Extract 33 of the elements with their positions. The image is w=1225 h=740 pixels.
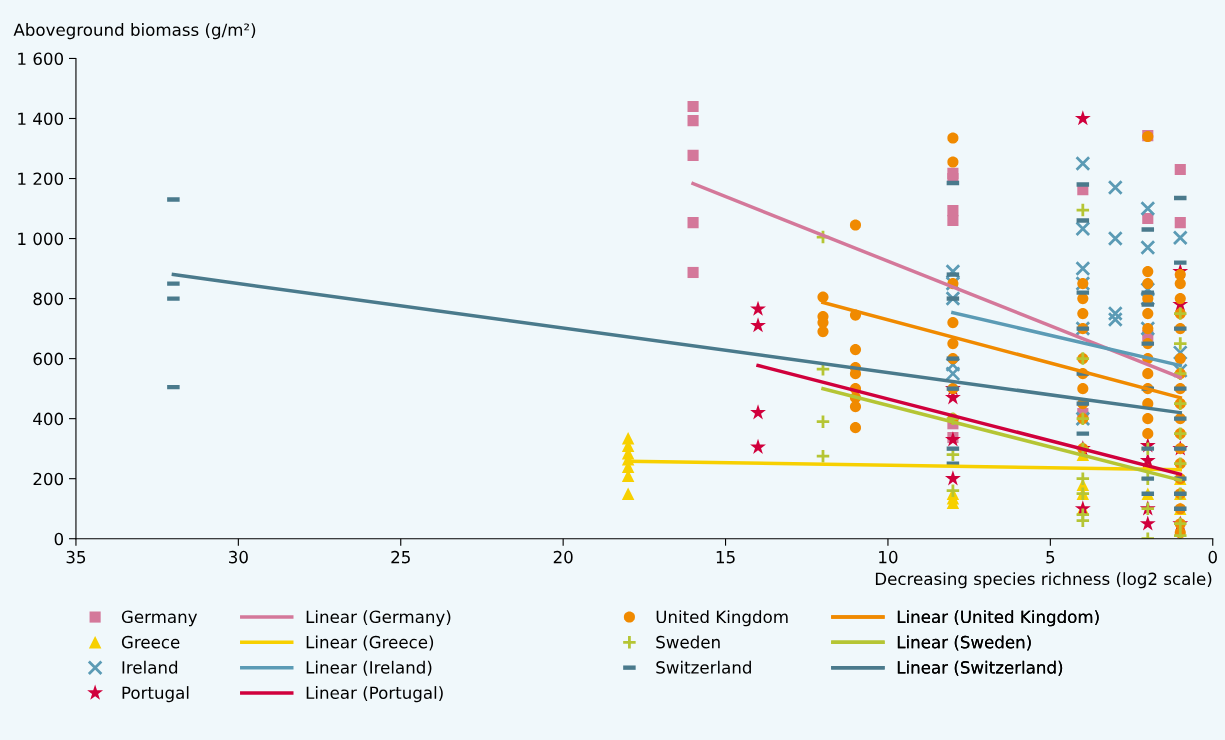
y-tick-label: 1 600 <box>18 52 64 66</box>
y-tick-label: 200 <box>33 472 64 486</box>
y-tick-label: 400 <box>33 412 64 426</box>
legend-label: Sweden <box>656 635 720 649</box>
y-tick-label: 1 000 <box>18 232 64 246</box>
x-tick-label: 35 <box>66 550 86 564</box>
legend-label: Linear (Portugal) <box>306 686 443 703</box>
x-tick-label: 30 <box>229 550 248 564</box>
x-tick-label: 10 <box>879 550 898 564</box>
y-tick-label: 0 <box>54 532 64 546</box>
y-axis-title: Aboveground biomass (g/m²) <box>13 23 256 40</box>
x-tick-label: 5 <box>1046 551 1055 564</box>
x-tick-label: 0 <box>1208 550 1217 564</box>
legend-label: Linear (Ireland) <box>306 660 432 676</box>
y-tick-label: 800 <box>33 292 64 306</box>
legend-label: Linear (Sweden) <box>897 635 1031 651</box>
x-tick-label: 20 <box>553 550 573 564</box>
legend-label: Linear (United Kingdom) <box>897 610 1099 627</box>
x-axis-title: Decreasing species richness (log2 scale) <box>875 572 1212 589</box>
x-tick-label: 15 <box>716 551 735 564</box>
legend-label: United Kingdom <box>656 610 788 627</box>
legend-label: Greece <box>121 635 180 649</box>
legend-label: Ireland <box>122 660 178 674</box>
y-tick-label: 1 200 <box>18 172 64 186</box>
legend-label: Switzerland <box>656 660 751 674</box>
legend-label: Linear (Germany) <box>306 610 451 627</box>
x-tick-label: 25 <box>391 550 410 564</box>
legend-label: Linear (Switzerland) <box>897 660 1063 676</box>
legend-label: Linear (Greece) <box>306 635 434 651</box>
y-tick-label: 600 <box>33 352 64 366</box>
y-tick-label: 1 400 <box>18 112 64 126</box>
legend-label: Portugal <box>122 686 189 703</box>
legend-label: Germany <box>121 610 198 627</box>
